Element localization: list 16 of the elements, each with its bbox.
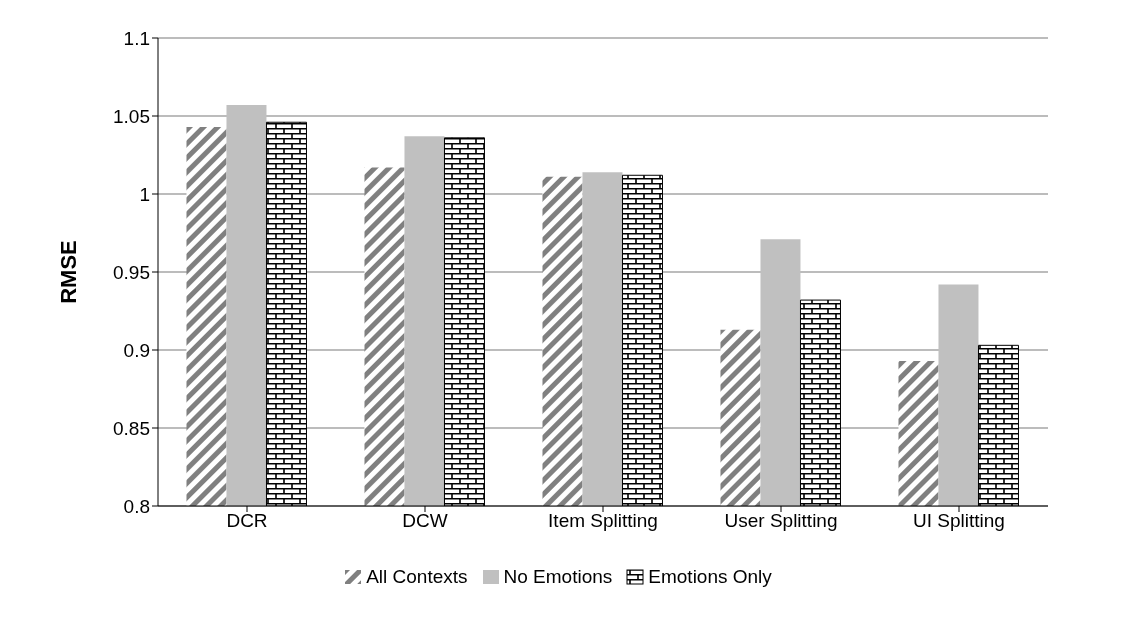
x-tick-label: DCW bbox=[402, 510, 448, 532]
y-tick-label: 1.05 bbox=[113, 105, 150, 127]
x-tick-label: User Splitting bbox=[724, 510, 838, 532]
y-tick-label: 0.85 bbox=[113, 417, 150, 439]
legend-label: No Emotions bbox=[503, 566, 613, 588]
x-tick-label: UI Splitting bbox=[913, 510, 1005, 532]
legend-label: Emotions Only bbox=[648, 566, 772, 588]
y-tick-label: 0.8 bbox=[123, 495, 150, 517]
y-tick-label: 1 bbox=[139, 183, 150, 205]
legend-label: All Contexts bbox=[366, 566, 468, 588]
y-tick-label: 0.95 bbox=[113, 261, 150, 283]
x-tick-label: Item Splitting bbox=[548, 510, 658, 532]
y-tick-label: 0.9 bbox=[123, 339, 150, 361]
x-tick-label: DCR bbox=[226, 510, 268, 532]
y-axis-title: RMSE bbox=[55, 240, 81, 304]
y-tick-label: 1.1 bbox=[123, 27, 150, 49]
